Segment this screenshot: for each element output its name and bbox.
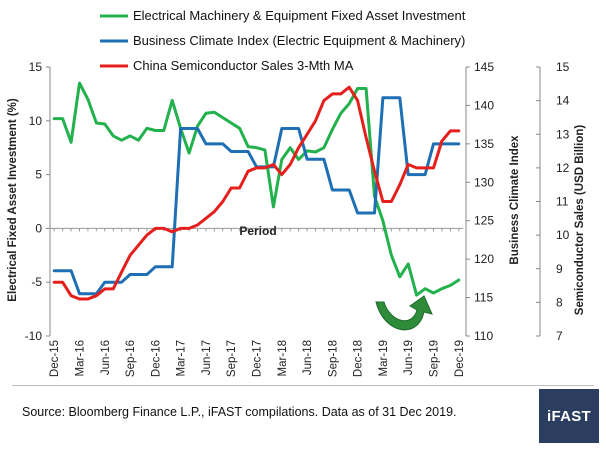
rebound-arrow-icon (375, 295, 433, 331)
right1-tick-label: 135 (474, 137, 494, 151)
left-tick-label: 0 (35, 221, 42, 235)
x-tick-label: Sep-17 (226, 340, 238, 377)
x-axis-title: Period (239, 224, 276, 238)
x-tick-label: Dec-16 (150, 340, 162, 377)
footer-divider (12, 385, 594, 386)
x-tick-label: Dec-17 (252, 340, 264, 377)
x-tick-label: Sep-18 (327, 340, 339, 377)
x-tick-label: Sep-19 (429, 340, 441, 377)
right1-tick-label: 140 (474, 98, 494, 112)
right2-tick-label: 14 (556, 94, 570, 108)
x-tick-label: Dec-15 (49, 340, 61, 377)
footer (0, 385, 606, 455)
x-tick-label: Jun-18 (302, 340, 314, 375)
right1-tick-label: 120 (474, 252, 494, 266)
right1-tick-label: 145 (474, 60, 494, 74)
right1-tick-label: 125 (474, 214, 494, 228)
right1-tick-label: 110 (474, 329, 493, 343)
right2-tick-label: 11 (556, 195, 569, 209)
x-tick-label: Mar-18 (277, 340, 289, 376)
x-tick-label: Dec-18 (353, 340, 365, 377)
left-tick-label: 15 (29, 60, 43, 74)
x-tick-label: Mar-16 (75, 340, 87, 376)
left-axis-title: Electrical Fixed Asset Investment (%) (7, 98, 19, 302)
right2-tick-label: 10 (556, 228, 570, 242)
logo-text: iFAST (546, 407, 591, 425)
right1-tick-label: 115 (474, 291, 493, 305)
right1-tick-label: 130 (474, 175, 494, 189)
right2-tick-label: 7 (556, 329, 563, 343)
source-note: Source: Bloomberg Finance L.P., iFAST co… (22, 405, 457, 419)
left-tick-label: 5 (35, 168, 42, 182)
right2-tick-label: 15 (556, 60, 570, 74)
ifast-logo: iFAST (539, 389, 599, 443)
right2-tick-label: 12 (556, 161, 570, 175)
x-tick-label: Jun-16 (100, 340, 112, 375)
x-tick-label: Dec-19 (454, 340, 466, 377)
right2-axis-title: Semiconductor Sales (USD Billion) (574, 125, 586, 316)
legend-label: Electrical Machinery & Equipment Fixed A… (133, 8, 466, 23)
left-tick-label: -10 (25, 329, 43, 343)
x-tick-label: Mar-17 (176, 340, 188, 376)
right2-tick-label: 8 (556, 295, 563, 309)
rebound-arrow-annotation (375, 295, 433, 331)
x-tick-label: Jun-19 (403, 340, 415, 375)
right2-tick-label: 9 (556, 262, 563, 276)
legend-label: China Semiconductor Sales 3-Mth MA (133, 58, 354, 73)
series-line-1 (52, 81, 461, 297)
x-tick-label: Mar-19 (378, 340, 390, 376)
right1-axis-title: Business Climate Index (509, 135, 521, 265)
legend-label: Business Climate Index (Electric Equipme… (133, 33, 465, 48)
left-tick-label: -5 (31, 275, 42, 289)
left-tick-label: 10 (29, 114, 43, 128)
x-tick-label: Sep-16 (125, 340, 137, 377)
series-line-3 (52, 85, 461, 301)
series-line-2 (52, 96, 461, 296)
x-tick-label: Jun-17 (201, 340, 213, 375)
right2-tick-label: 13 (556, 127, 570, 141)
line-chart: -10 -5 0 5 10 15 Dec-15 Mar-16 Jun-16 Sep-16 Dec-1… (7, 8, 586, 377)
